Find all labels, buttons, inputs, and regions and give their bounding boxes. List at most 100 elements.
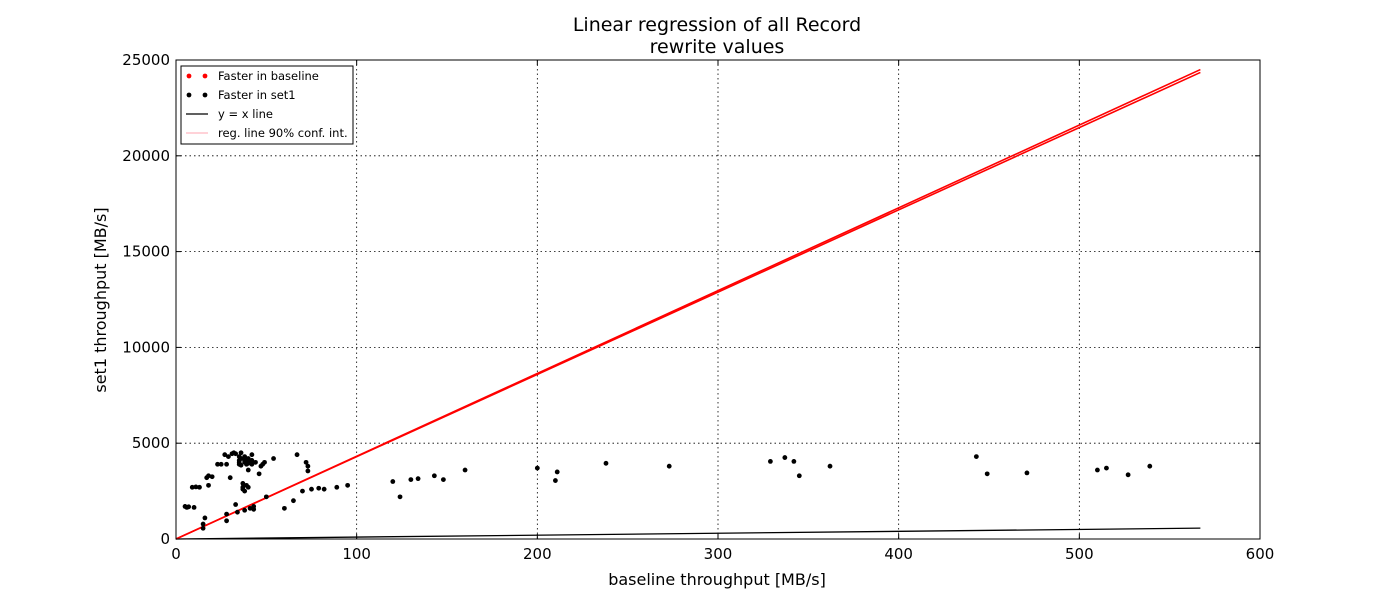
data-point <box>224 461 229 467</box>
x-tick-label: 400 <box>884 545 913 563</box>
data-point <box>193 484 199 490</box>
x-tick-label: 200 <box>523 545 552 563</box>
data-point <box>554 469 560 475</box>
data-point <box>1024 470 1030 476</box>
legend-box <box>180 65 354 145</box>
data-point <box>440 477 446 483</box>
data-point <box>303 459 309 465</box>
data-point <box>984 471 990 477</box>
data-point <box>251 504 257 509</box>
y-tick-label: 10000 <box>122 338 170 356</box>
data-point <box>197 484 202 490</box>
data-point <box>1125 472 1131 478</box>
data-point <box>233 451 239 457</box>
data-point <box>827 463 833 469</box>
data-point <box>316 485 322 491</box>
data-point <box>603 460 609 466</box>
x-tick-label: 600 <box>1246 545 1275 563</box>
regression-line <box>175 71 1201 540</box>
data-point <box>305 463 311 469</box>
legend-label: Faster in baseline <box>218 69 319 83</box>
legend-marker <box>186 92 192 98</box>
data-point <box>300 488 305 494</box>
data-point <box>1095 467 1100 473</box>
y-axis-label: set1 throughput [MB/s] <box>91 207 110 392</box>
data-point <box>321 486 327 492</box>
data-point <box>282 505 287 511</box>
data-point <box>247 505 253 511</box>
data-point <box>291 498 296 504</box>
data-point <box>271 456 276 461</box>
x-axis-ticks: 0 100 200 300 400 500 600 <box>171 60 1274 563</box>
data-point <box>462 467 468 473</box>
data-point <box>186 504 192 510</box>
data-point <box>782 455 788 460</box>
data-point <box>224 518 229 524</box>
x-axis-label: baseline throughput [MB/s] <box>608 570 826 589</box>
data-point <box>666 463 672 469</box>
y-axis-ticks: 0 5000 10000 15000 20000 25000 <box>122 51 1260 548</box>
data-point <box>973 454 979 460</box>
data-point <box>245 467 251 473</box>
data-point <box>294 452 300 458</box>
data-points <box>182 450 1153 531</box>
data-point <box>224 511 229 517</box>
x-tick-label: 0 <box>171 545 181 563</box>
legend: Faster in baseline Faster in set1 y = x li… <box>180 65 354 145</box>
data-point <box>202 515 208 521</box>
data-point <box>415 476 421 482</box>
data-point <box>189 484 195 490</box>
x-tick-label: 300 <box>704 545 733 563</box>
data-point <box>222 452 228 458</box>
data-point <box>390 479 396 484</box>
y-tick-label: 20000 <box>122 147 170 165</box>
data-point <box>253 459 258 465</box>
legend-label: Faster in set1 <box>218 88 296 102</box>
regression-lines <box>175 68 1201 540</box>
data-point <box>200 525 206 531</box>
data-point <box>191 504 197 510</box>
chart-title-line-1: Linear regression of all Record <box>573 14 861 36</box>
data-point <box>206 482 211 488</box>
legend-label: y = x line <box>218 107 273 121</box>
data-point <box>200 521 206 527</box>
data-point <box>242 488 248 494</box>
data-point <box>534 465 540 471</box>
data-point <box>256 471 262 477</box>
data-point <box>262 459 267 465</box>
data-point <box>263 494 269 500</box>
data-point <box>245 484 251 490</box>
x-tick-label: 100 <box>342 545 371 563</box>
data-point <box>227 475 233 481</box>
data-point <box>431 473 437 479</box>
data-point <box>238 450 244 456</box>
data-point <box>1147 463 1153 469</box>
y-tick-label: 25000 <box>122 51 170 69</box>
y-tick-label: 0 <box>160 530 170 548</box>
data-point <box>345 482 351 488</box>
grid-lines <box>176 60 1260 539</box>
data-point <box>215 461 220 467</box>
data-point <box>553 478 558 483</box>
data-point <box>242 454 248 460</box>
data-point <box>240 481 246 486</box>
y-tick-label: 5000 <box>132 434 170 452</box>
data-point <box>309 486 314 492</box>
data-point <box>408 477 414 483</box>
data-point <box>767 459 773 464</box>
data-point <box>238 456 244 461</box>
data-point <box>225 454 231 460</box>
legend-label: reg. line 90% conf. int. <box>218 126 348 140</box>
y-tick-label: 15000 <box>122 243 170 261</box>
data-point <box>233 502 239 507</box>
data-point <box>397 494 403 500</box>
legend-marker <box>202 92 208 98</box>
data-point <box>209 474 215 480</box>
chart-title-line-2: rewrite values <box>650 36 785 58</box>
data-point <box>242 507 248 513</box>
data-point <box>249 461 255 467</box>
data-point <box>235 509 240 515</box>
data-point <box>305 468 311 474</box>
legend-marker <box>202 73 208 79</box>
x-tick-label: 500 <box>1065 545 1094 563</box>
